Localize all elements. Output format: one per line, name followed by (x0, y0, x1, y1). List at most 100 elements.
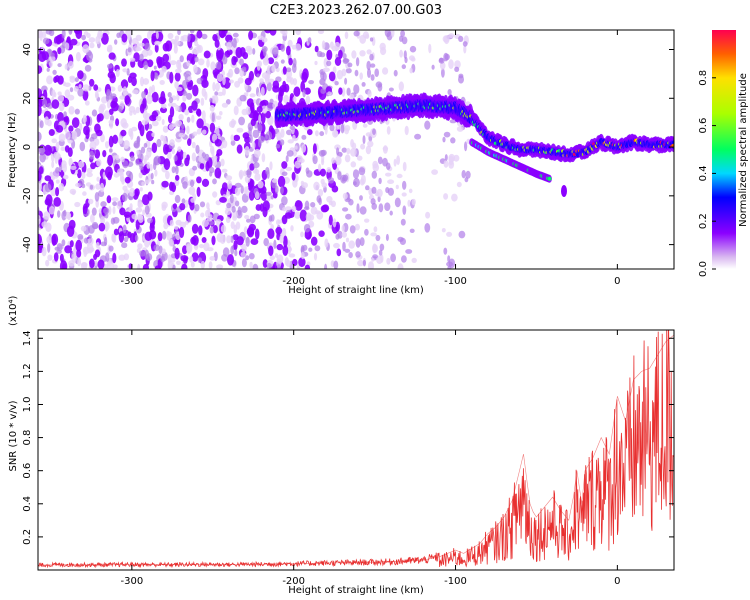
heatmap-speckle (287, 39, 293, 48)
heatmap-speckle (292, 134, 296, 141)
heatmap-speckle (76, 249, 82, 258)
heatmap-speckle (341, 231, 347, 238)
heatmap-speckle (93, 253, 98, 260)
heatmap-speckle (150, 70, 155, 82)
heatmap-speckle (174, 35, 180, 41)
heatmap-speckle (120, 79, 129, 90)
heatmap-speckle (182, 79, 188, 89)
heatmap-speckle (134, 234, 139, 242)
heatmap-speckle (456, 181, 462, 188)
heatmap-speckle (118, 254, 126, 261)
heatmap-speckle (215, 82, 220, 92)
heatmap-speckle (326, 167, 332, 173)
heatmap-speckle (262, 259, 268, 268)
heatmap-speckle (101, 32, 109, 45)
heatmap-speckle (303, 206, 310, 211)
heatmap-speckle (118, 105, 123, 113)
heatmap-speckle (165, 170, 170, 180)
heatmap-speckle (356, 203, 360, 214)
heatmap-speckle (209, 122, 216, 133)
heatmap-speckle (173, 154, 178, 162)
heatmap-speckle (187, 33, 191, 42)
heatmap-speckle (308, 80, 314, 85)
heatmap-speckle (332, 218, 337, 228)
heatmap-speckle (288, 57, 293, 66)
heatmap-speckle (285, 155, 289, 163)
heatmap-speckle (273, 239, 277, 249)
heatmap-speckle (110, 93, 117, 99)
heatmap-speckle (369, 53, 374, 61)
heatmap-speckle (237, 206, 242, 216)
heatmap-speckle (258, 114, 262, 124)
heatmap-speckle (140, 76, 144, 87)
heatmap-speckle (46, 75, 53, 85)
heatmap-speckle (303, 223, 311, 233)
heatmap-speckle (372, 160, 379, 169)
heatmap-speckle (324, 263, 328, 269)
heatmap-speckle (128, 195, 134, 201)
heatmap-speckle (121, 122, 129, 129)
heatmap-speckle (90, 162, 96, 170)
heatmap-speckle (249, 93, 256, 98)
heatmap-speckle (168, 124, 175, 130)
heatmap-speckle (68, 157, 73, 167)
heatmap-speckle (283, 94, 289, 104)
isolated-blob (561, 185, 567, 197)
heatmap-speckle (196, 30, 203, 39)
heatmap-speckle (68, 125, 74, 132)
heatmap-speckle (81, 34, 86, 41)
heatmap-speckle (233, 196, 237, 202)
heatmap-speckle (104, 221, 110, 231)
heatmap-speckle (69, 240, 74, 248)
heatmap-speckle (226, 190, 231, 197)
heatmap-speckle (281, 196, 288, 206)
heatmap-speckle (129, 110, 133, 116)
heatmap-speckle (182, 91, 188, 96)
heatmap-speckle (176, 59, 182, 70)
heatmap-speckle (338, 87, 343, 95)
heatmap-speckle (310, 202, 316, 208)
heatmap-speckle (113, 228, 119, 236)
heatmap-x-tick-label: 0 (614, 276, 620, 287)
heatmap-speckle (267, 262, 272, 269)
heatmap-speckle (137, 263, 141, 269)
heatmap-speckle (254, 191, 260, 200)
heatmap-speckle (331, 185, 339, 193)
colorbar-tick-label: 0.6 (698, 118, 709, 134)
heatmap-speckle (89, 42, 95, 49)
heatmap-speckle (269, 161, 273, 171)
heatmap-speckle (364, 218, 370, 223)
heatmap-speckle (120, 129, 127, 137)
heatmap-speckle (443, 193, 449, 200)
snr-marks (38, 330, 674, 569)
heatmap-speckle (71, 117, 80, 128)
heatmap-speckle (195, 108, 202, 116)
heatmap-speckle (448, 59, 454, 70)
heatmap-speckle (154, 265, 161, 269)
heatmap-speckle (334, 144, 341, 150)
heatmap-speckle (375, 234, 381, 242)
heatmap-speckle (411, 257, 417, 263)
heatmap-speckle (201, 33, 208, 40)
heatmap-speckle (41, 109, 45, 114)
heatmap-speckle (398, 81, 404, 92)
heatmap-speckle (244, 77, 252, 86)
heatmap-speckle (190, 179, 195, 187)
heatmap-speckle (370, 63, 376, 68)
heatmap-speckle (46, 67, 50, 72)
heatmap-speckle (135, 106, 140, 114)
colorbar-label: Normalized spectral amplitude (738, 73, 749, 227)
heatmap-speckle (146, 59, 154, 68)
heatmap-speckle (239, 94, 247, 102)
heatmap-speckle (57, 47, 62, 55)
heatmap-speckle (209, 166, 215, 174)
heatmap-speckle (236, 127, 244, 133)
heatmap-speckle (174, 81, 179, 89)
heatmap-speckle (129, 72, 137, 79)
heatmap-speckle (270, 195, 274, 200)
heatmap-speckle (454, 60, 461, 69)
heatmap-speckle (51, 138, 57, 144)
heatmap-speckle (80, 262, 88, 269)
